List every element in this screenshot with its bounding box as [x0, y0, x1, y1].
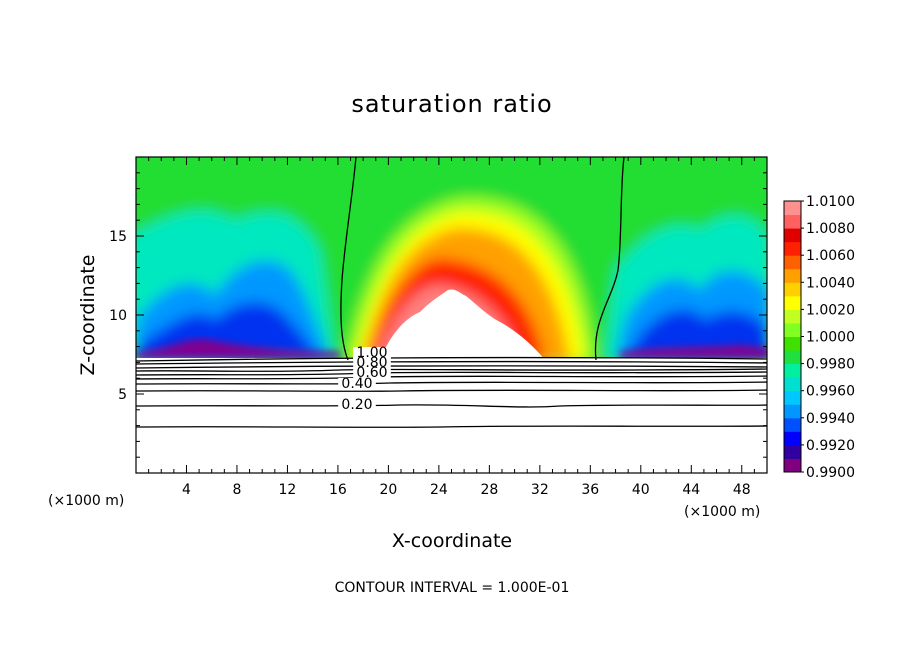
contour-line: [136, 356, 767, 362]
colorbar-label: 0.9900: [806, 465, 855, 481]
colorbar-swatch: [784, 390, 801, 405]
contour-line: [136, 425, 767, 428]
y-tick-label: 10: [109, 308, 127, 324]
field-ground-purple-right: [620, 345, 767, 358]
contour-label: 0.40: [341, 376, 372, 392]
contour-line: [136, 360, 767, 365]
colorbar-label: 0.9920: [806, 438, 855, 454]
colorbar-swatch: [784, 404, 801, 419]
x-tick-label: 44: [682, 482, 700, 498]
colorbar-swatch: [784, 336, 801, 351]
colorbar-swatch: [784, 431, 801, 446]
colorbar-swatch: [784, 377, 801, 392]
colorbar-swatch: [784, 268, 801, 283]
colorbar-label: 1.0100: [806, 194, 855, 210]
y-tick-label: 5: [118, 387, 127, 403]
contour-line: [136, 381, 767, 385]
y-axis-label: Z-coordinate: [77, 255, 99, 376]
colorbar-swatch: [784, 363, 801, 378]
colorbar-label: 0.9960: [806, 384, 855, 400]
colorbar-label: 1.0080: [806, 221, 855, 237]
contour-label-bg: [353, 347, 391, 359]
x-tick-label: 4: [182, 482, 191, 498]
colorbar-swatch: [784, 228, 801, 243]
colorbar-swatch: [784, 255, 801, 270]
colorbar-swatch: [784, 241, 801, 256]
x-tick-label: 36: [581, 482, 599, 498]
contour-line: [136, 365, 767, 369]
x-tick-label: 8: [232, 482, 241, 498]
contour-label: 0.20: [341, 397, 372, 413]
contour-line: [594, 157, 625, 361]
colorbar-label: 1.0020: [806, 302, 855, 318]
contour-interval-note: CONTOUR INTERVAL = 1.000E-01: [335, 580, 570, 596]
x-tick-label: 24: [430, 482, 448, 498]
contour-line: [136, 404, 767, 408]
plot-area: [136, 157, 767, 473]
colorbar-swatch: [784, 282, 801, 297]
colorbar-label: 0.9980: [806, 357, 855, 373]
contour-label-bg: [353, 357, 391, 369]
contour-line: [136, 375, 767, 380]
x-tick-label: 20: [379, 482, 397, 498]
contour-label: 0.60: [356, 365, 387, 381]
x-unit-right: (×1000 m): [684, 504, 760, 520]
x-tick-label: 32: [531, 482, 549, 498]
colorbar-swatch: [784, 444, 801, 459]
colorbar-swatch: [784, 201, 801, 216]
contour-labels: 1.000.800.600.400.20: [338, 345, 391, 413]
contour-label-bg: [338, 378, 376, 390]
x-axis: 4 8 12 16 20 24 28 32 36 40 44 48: [148, 157, 755, 498]
colorbar-label: 1.0040: [806, 275, 855, 291]
colorbar-swatch: [784, 350, 801, 365]
contour-label-bg: [353, 367, 391, 379]
colorbar-swatch: [784, 309, 801, 324]
y-tick-label: 15: [109, 229, 127, 245]
y-axis: 5 10 15: [109, 172, 767, 458]
colorbar-label: 1.0000: [806, 330, 855, 346]
contour-line: [340, 157, 357, 361]
x-axis-label: X-coordinate: [392, 530, 512, 552]
x-unit-left: (×1000 m): [48, 493, 124, 509]
x-tick-label: 12: [279, 482, 297, 498]
colorbar-label: 0.9940: [806, 411, 855, 427]
colorbar-swatch: [784, 458, 801, 473]
x-tick-label: 40: [632, 482, 650, 498]
colorbar-swatch: [784, 322, 801, 337]
colorbar-swatch: [784, 417, 801, 432]
colorbar-swatch: [784, 295, 801, 310]
field-ground-purple: [136, 338, 340, 358]
chart-title: saturation ratio: [351, 90, 552, 118]
x-tick-label: 28: [480, 482, 498, 498]
x-tick-label: 48: [733, 482, 751, 498]
field-saturated-cloud: [380, 289, 545, 360]
colorbar: 1.0100 1.0080 1.0060 1.0040 1.0020 1.0000 0.99…: [783, 194, 855, 481]
colorbar-swatch: [784, 214, 801, 229]
contour-lines: [136, 157, 767, 428]
contour-line: [136, 389, 767, 392]
contour-label-bg: [338, 399, 376, 411]
colorbar-label: 1.0060: [806, 248, 855, 264]
x-tick-label: 16: [329, 482, 347, 498]
